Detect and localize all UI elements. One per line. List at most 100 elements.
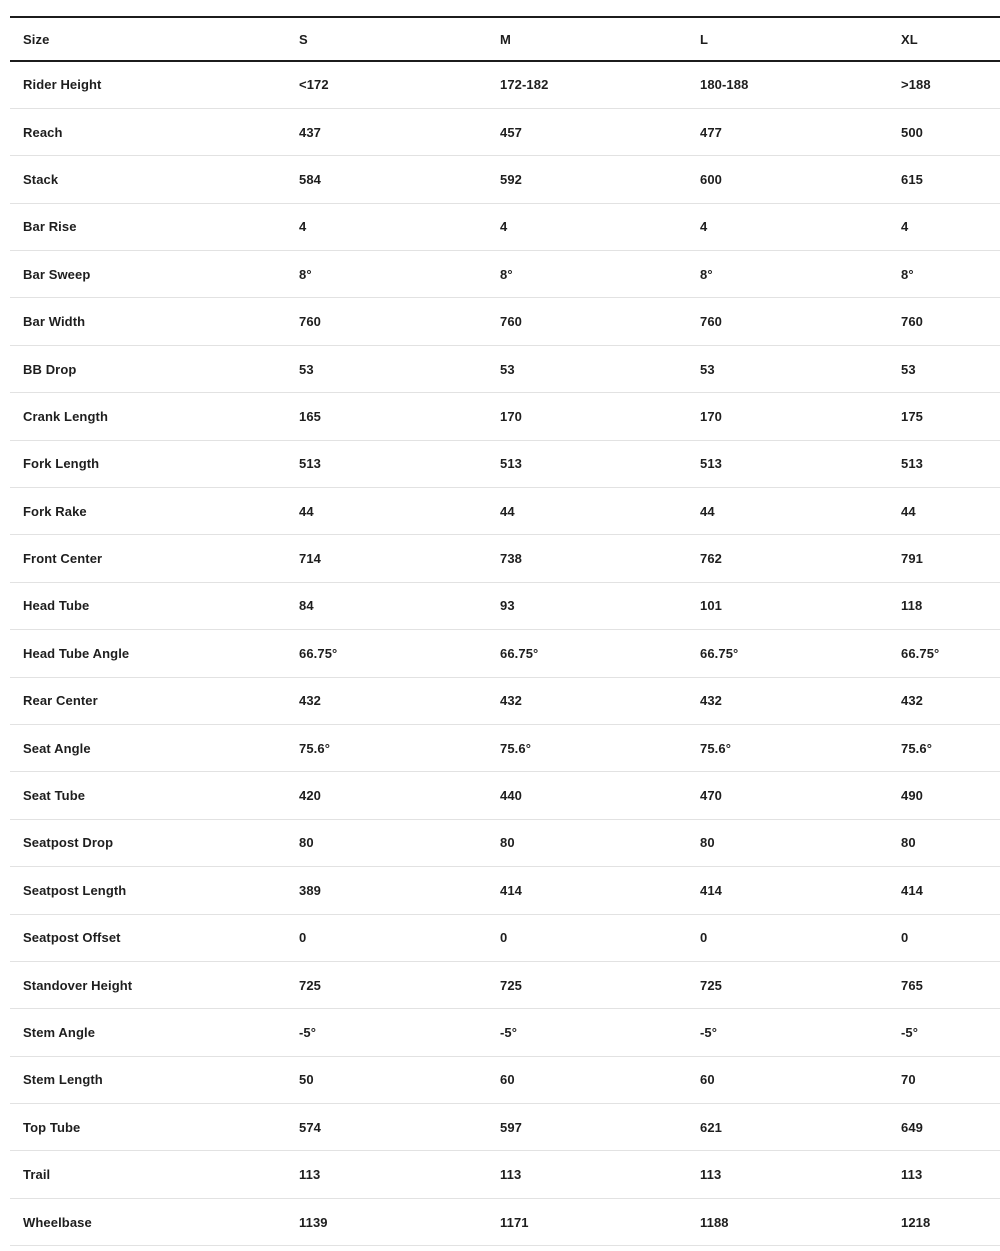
row-value: 414 [500,882,522,898]
row-label: Seatpost Offset [23,930,121,946]
row-label: Crank Length [23,408,108,424]
row-label: Seat Tube [23,788,86,804]
row-value: 0 [700,930,708,946]
geometry-table-body: Rider Height <172 172-182 180-188 >188 Reach 4… [10,61,1000,1246]
header-row: Size S M L XL [10,17,1000,61]
row-value: 714 [299,551,321,567]
row-label: Front Center [23,551,103,567]
row-value: 1188 [700,1214,729,1230]
row-value: 470 [700,788,722,804]
table-row: Seat Tube 420 440 470 490 [10,772,1000,820]
table-row: Bar Width 760 760 760 760 [10,298,1000,346]
row-value: 66.75° [901,645,940,661]
table-row: Stack 584 592 600 615 [10,156,1000,204]
table-row: Rider Height <172 172-182 180-188 >188 [10,61,1000,109]
header-size-label: Size [23,31,50,47]
row-value: 170 [700,408,722,424]
table-row: Reach 437 457 477 500 [10,108,1000,156]
row-value: 592 [500,171,522,187]
row-value: 80 [299,835,314,851]
row-value: 44 [500,503,515,519]
row-value: 75.6° [700,740,732,756]
row-value: 60 [500,1072,515,1088]
row-value: 170 [500,408,522,424]
table-row: Trail 113 113 113 113 [10,1151,1000,1199]
row-value: 66.75° [299,645,338,661]
row-value: 44 [299,503,314,519]
row-value: 432 [500,693,522,709]
row-label: Rear Center [23,693,98,709]
row-value: 513 [500,456,522,472]
row-value: 597 [500,1119,522,1135]
row-value: 1171 [500,1214,529,1230]
table-row: Fork Length 513 513 513 513 [10,440,1000,488]
row-label: Stem Length [23,1072,103,1088]
row-value: 75.6° [901,740,933,756]
row-value: 414 [700,882,722,898]
row-value: -5° [700,1025,718,1040]
row-value: 621 [700,1119,722,1135]
row-value: -5° [500,1025,518,1040]
header-col-l: L [700,31,709,47]
row-value: 649 [901,1119,923,1135]
row-value: 513 [901,456,923,472]
table-row: Seatpost Drop 80 80 80 80 [10,819,1000,867]
row-value: 8° [700,266,713,282]
row-value: 762 [700,551,722,567]
row-value: 4 [500,219,508,235]
row-value: 175 [901,408,923,424]
table-row: Stem Length 50 60 60 70 [10,1056,1000,1104]
row-value: 432 [299,693,321,709]
row-value: 113 [299,1167,321,1183]
row-value: 500 [901,124,923,140]
row-label: Seatpost Length [23,882,127,898]
row-value: 0 [299,930,307,946]
table-row: BB Drop 53 53 53 53 [10,345,1000,393]
row-label: Rider Height [23,77,102,93]
row-value: 93 [500,598,515,614]
row-value: 791 [901,551,923,567]
row-value: 513 [299,456,321,472]
row-value: 44 [700,503,715,519]
row-value: 4 [299,219,307,235]
row-value: 80 [500,835,515,851]
row-value: 760 [500,314,522,330]
row-label: Trail [23,1167,51,1183]
row-value: 738 [500,551,522,567]
row-value: 4 [700,219,708,235]
row-value: 1139 [299,1214,328,1230]
table-row: Front Center 714 738 762 791 [10,535,1000,583]
row-label: BB Drop [23,361,77,377]
row-value: 760 [901,314,923,330]
row-value: 80 [901,835,916,851]
row-label: Bar Rise [23,219,77,235]
row-value: 118 [901,598,923,614]
row-value: 432 [700,693,722,709]
row-value: 420 [299,788,321,804]
row-value: 113 [500,1167,522,1183]
row-label: Head Tube Angle [23,645,130,661]
row-value: -5° [299,1025,317,1040]
row-value: 765 [901,977,923,993]
row-value: 84 [299,598,314,614]
row-value: <172 [299,77,329,93]
row-value: 574 [299,1119,321,1135]
header-col-xl: XL [901,31,918,47]
row-value: 180-188 [700,77,749,93]
row-value: 101 [700,598,722,614]
row-value: 53 [299,361,314,377]
row-value: 477 [700,124,722,140]
row-value: 60 [700,1072,715,1088]
row-value: 1218 [901,1214,931,1230]
row-value: -5° [901,1025,919,1040]
row-label: Seatpost Drop [23,835,114,851]
row-value: 53 [700,361,715,377]
row-label: Wheelbase [23,1214,92,1230]
table-row: Seat Angle 75.6° 75.6° 75.6° 75.6° [10,724,1000,772]
table-row: Crank Length 165 170 170 175 [10,393,1000,441]
row-value: 490 [901,788,923,804]
table-row: Bar Rise 4 4 4 4 [10,203,1000,251]
row-value: 760 [299,314,321,330]
row-label: Fork Rake [23,503,87,519]
row-value: 8° [500,266,513,282]
